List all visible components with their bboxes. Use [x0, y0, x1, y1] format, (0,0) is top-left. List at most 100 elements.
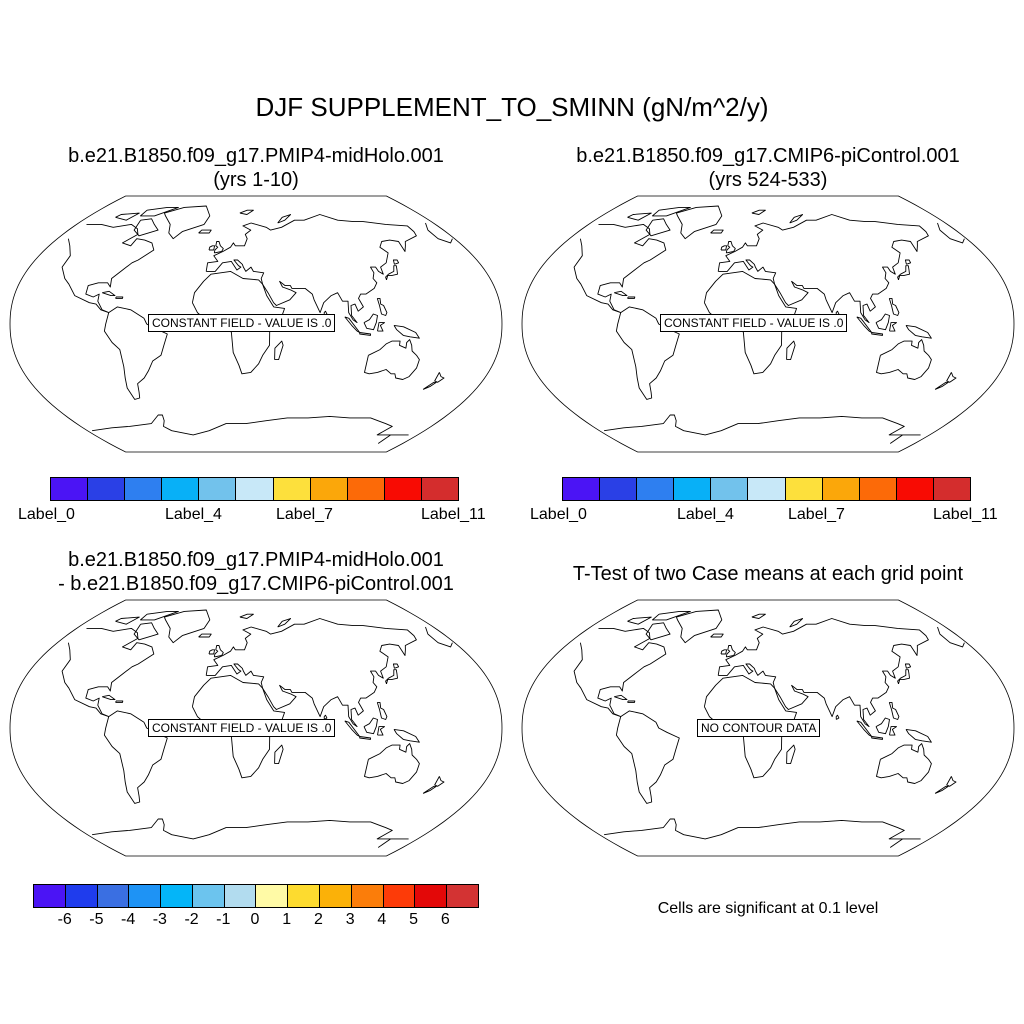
coastline: [385, 669, 398, 685]
coastline: [205, 618, 417, 728]
colorbar-difference-label: -1: [216, 911, 231, 928]
coastline: [115, 616, 140, 625]
map-border: [521, 195, 1015, 453]
coastline: [675, 205, 723, 240]
colorbar-difference-swatch-0: [34, 885, 66, 907]
map-border: [521, 599, 1015, 857]
coastline: [786, 340, 796, 361]
coastline: [614, 290, 628, 297]
colorbar-difference-label: -2: [184, 911, 199, 928]
colorbar-2-swatch-7: [822, 478, 860, 500]
coastline: [720, 649, 728, 655]
coastline: [717, 618, 929, 728]
colorbar-2-label-0: Label_0: [530, 506, 587, 523]
coastline: [364, 339, 420, 380]
coastline: [364, 743, 420, 784]
coastlines: [61, 205, 453, 444]
coastline: [115, 296, 124, 299]
coastline: [934, 381, 949, 390]
colorbar-difference-swatch-8: [288, 885, 321, 907]
colorbar-1-swatch-2: [125, 478, 163, 500]
colorbar-2-swatch-5: [748, 478, 786, 500]
colorbar-difference-label: 5: [409, 911, 419, 928]
coastline: [934, 785, 949, 794]
map-panel-1: [6, 194, 506, 454]
coastline: [789, 214, 804, 224]
coastline: [163, 205, 211, 240]
colorbar-case-1: [50, 477, 459, 501]
coastline: [363, 717, 378, 735]
coastline: [274, 744, 284, 765]
coastline: [946, 372, 957, 383]
coastline: [604, 818, 921, 848]
colorbar-1-swatch-3: [162, 478, 200, 500]
colorbar-difference-swatch-3: [129, 885, 162, 907]
colorbar-difference-label: -3: [152, 911, 167, 928]
colorbar-difference: [33, 884, 479, 908]
map-panel-4: [518, 598, 1018, 858]
colorbar-1-label-11: Label_11: [421, 506, 486, 523]
coastline: [239, 613, 254, 619]
colorbar-difference-label: -5: [89, 911, 104, 928]
significance-note: Cells are significant at 0.1 level: [657, 900, 879, 917]
coastline: [905, 324, 932, 339]
coastline: [875, 717, 890, 735]
world-map-4: [521, 599, 1015, 857]
panel-4-title: T-Test of two Case means at each grid po…: [518, 562, 1018, 586]
coastline: [725, 645, 736, 658]
colorbar-1-swatch-9: [384, 478, 422, 500]
colorbar-1-swatch-5: [236, 478, 274, 500]
panel-3-title: b.e21.B1850.f09_g17.PMIP4-midHolo.001 - …: [6, 548, 506, 596]
panel-4-message: NO CONTOUR DATA: [697, 719, 821, 737]
colorbar-1-swatch-8: [347, 478, 385, 500]
coastline: [751, 209, 766, 215]
coastline: [422, 381, 437, 390]
coastline: [359, 332, 372, 336]
colorbar-2-swatch-8: [859, 478, 897, 500]
panel-3-message: CONSTANT FIELD - VALUE IS .0: [148, 719, 336, 737]
colorbar-difference-swatch-6: [224, 885, 257, 907]
coastline: [393, 324, 420, 339]
coastline: [392, 259, 400, 265]
colorbar-difference-swatch-12: [415, 885, 448, 907]
colorbar-difference-label: 4: [377, 911, 387, 928]
colorbar-difference-label: 3: [345, 911, 355, 928]
colorbar-1-swatch-1: [88, 478, 126, 500]
colorbar-difference-swatch-1: [65, 885, 98, 907]
coastline: [717, 214, 929, 324]
coastline: [876, 743, 932, 784]
main-title: DJF SUPPLEMENT_TO_SMINN (gN/m^2/y): [255, 92, 769, 122]
coastline: [103, 710, 168, 804]
coastline: [888, 701, 900, 720]
coastline: [213, 241, 224, 254]
colorbar-1-swatch-10: [421, 478, 459, 500]
colorbar-difference-label: -6: [57, 911, 72, 928]
coastline: [675, 609, 723, 644]
coastline: [434, 776, 445, 787]
coastline: [376, 297, 388, 316]
colorbar-difference-label: 2: [313, 911, 323, 928]
world-map-3: [9, 599, 503, 857]
panel-2-title-line1: b.e21.B1850.f09_g17.CMIP6-piControl.001: [576, 145, 960, 167]
coastline: [889, 726, 897, 736]
coastline: [897, 265, 910, 281]
coastlines: [573, 609, 965, 848]
coastline: [103, 306, 168, 400]
colorbar-2-swatch-1: [600, 478, 638, 500]
coastline: [434, 372, 445, 383]
coastline: [875, 313, 890, 331]
colorbar-2-swatch-3: [674, 478, 712, 500]
coastline: [905, 728, 932, 743]
coastline: [376, 701, 388, 720]
coastline: [323, 714, 328, 720]
map-panel-3: [6, 598, 506, 858]
colorbar-difference-swatch-11: [383, 885, 416, 907]
coastline: [615, 710, 680, 804]
coastline: [239, 209, 254, 215]
coastline: [133, 622, 159, 641]
panel-3-title-line1: b.e21.B1850.f09_g17.PMIP4-midHolo.001: [68, 549, 444, 571]
coastline: [871, 736, 884, 740]
coastline: [133, 218, 159, 237]
coastline: [102, 290, 116, 297]
coastline: [115, 212, 140, 221]
